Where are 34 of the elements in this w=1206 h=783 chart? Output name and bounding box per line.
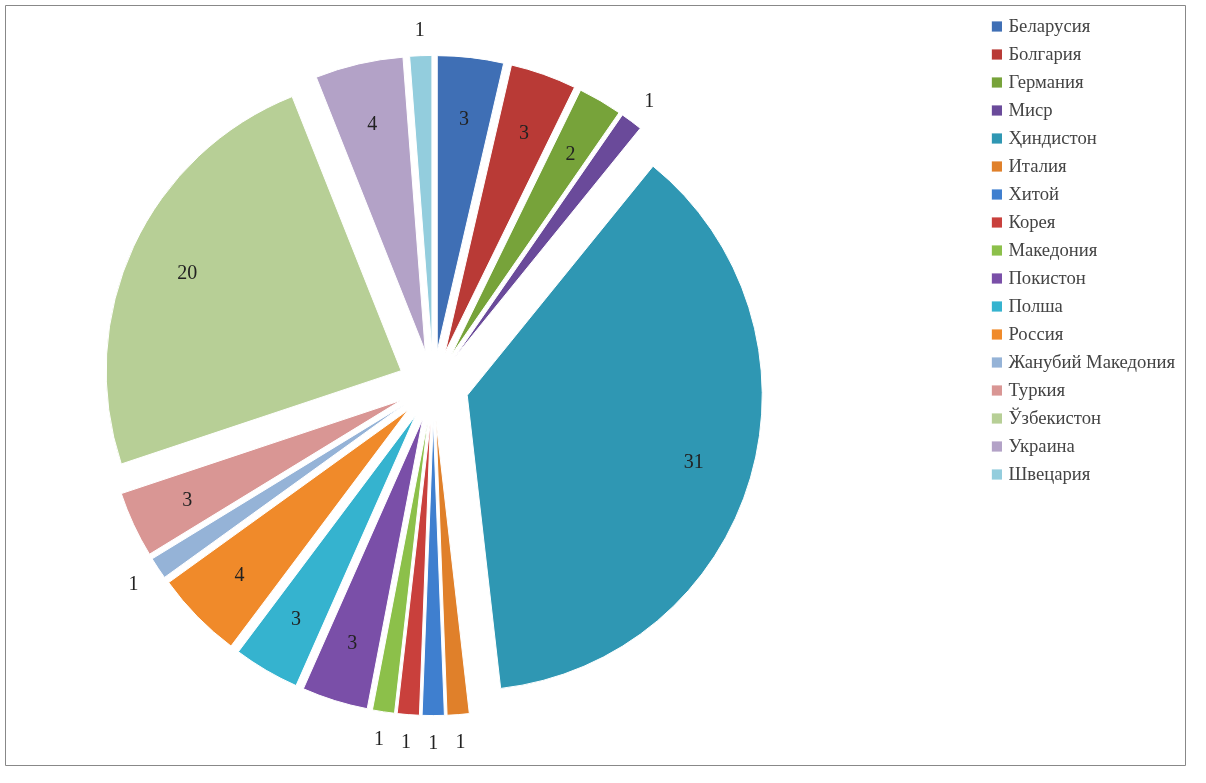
legend-label: Швецария — [1008, 463, 1091, 485]
data-label: 4 — [367, 112, 378, 135]
legend-label: Миср — [1008, 99, 1053, 121]
data-label: 3 — [291, 606, 302, 629]
legend-label: Корея — [1008, 211, 1056, 233]
legend-label: Италия — [1008, 155, 1067, 177]
data-label: 3 — [182, 487, 193, 510]
data-label: 3 — [347, 631, 358, 654]
data-label: 1 — [428, 731, 439, 754]
legend-label: Болгария — [1008, 43, 1082, 65]
data-label: 1 — [128, 571, 139, 594]
legend-label: Беларусия — [1008, 15, 1091, 37]
legend-label: Македония — [1008, 239, 1098, 261]
legend-label: Россия — [1008, 323, 1064, 345]
legend-label: Полша — [1008, 295, 1063, 317]
legend-label: Германия — [1008, 71, 1084, 93]
legend-label: Туркия — [1008, 379, 1066, 401]
legend-label: Ўзбекистон — [1008, 407, 1102, 429]
data-label: 20 — [177, 261, 198, 284]
legend-label: Ҳиндистон — [1008, 127, 1097, 149]
data-label: 31 — [683, 449, 704, 472]
legend-label: Хитой — [1008, 183, 1060, 205]
data-label: 1 — [414, 18, 425, 41]
legend-label: Покистон — [1008, 267, 1086, 289]
data-label: 3 — [518, 121, 529, 144]
data-label: 1 — [401, 730, 412, 753]
data-label: 1 — [373, 727, 384, 750]
legend-label: Жанубий Македония — [1008, 351, 1175, 373]
data-label: 3 — [459, 107, 469, 130]
data-label: 1 — [644, 89, 655, 112]
data-label: 2 — [565, 142, 576, 165]
legend-label: Украина — [1008, 435, 1075, 457]
data-label: 1 — [455, 730, 466, 753]
data-label: 4 — [234, 562, 245, 585]
